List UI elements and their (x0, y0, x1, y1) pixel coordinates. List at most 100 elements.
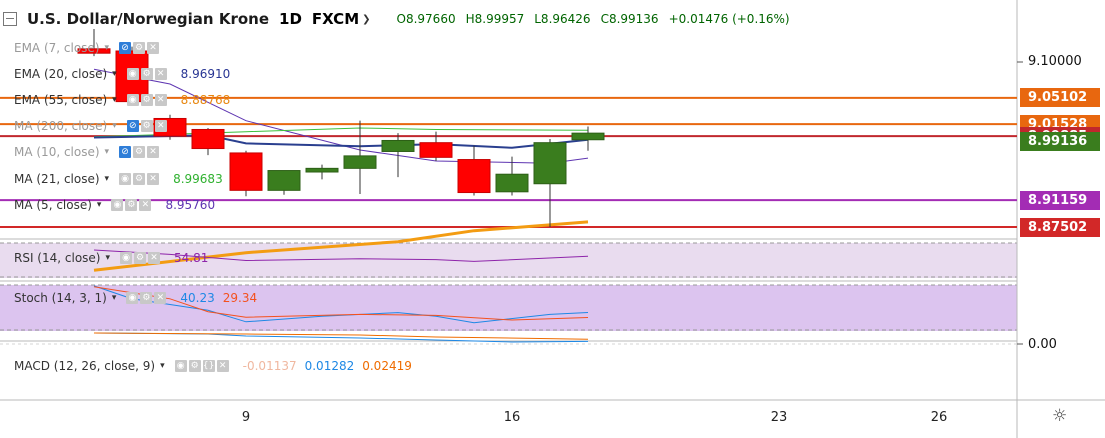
visibility-off-icon[interactable]: ⊘ (119, 42, 132, 54)
chevron-down-icon[interactable]: ▾ (112, 69, 117, 79)
close-icon[interactable]: ✕ (139, 199, 152, 211)
x-tick-label: 9 (241, 410, 251, 425)
brackets-icon[interactable]: {} (202, 360, 215, 372)
settings-icon[interactable]: ⚙ (133, 173, 146, 185)
macd-zero-label: 0.00 (1028, 337, 1057, 352)
legend-ema7[interactable]: EMA (7, close) ▾ ⊘ ⚙ ✕ (14, 39, 161, 57)
x-tick-label: 26 (930, 410, 948, 425)
chevron-down-icon[interactable]: ▾ (112, 121, 117, 131)
chevron-down-icon[interactable]: ▾ (105, 253, 111, 263)
candle (457, 145, 491, 196)
close-icon[interactable]: ✕ (147, 173, 160, 185)
candle (419, 131, 453, 162)
legend-stoch-label: Stoch (14, 3, 1) (14, 291, 107, 305)
legend-ma21-label: MA (21, close) (14, 172, 100, 186)
chevron-down-icon[interactable]: ▾ (111, 293, 117, 303)
settings-icon[interactable]: ⚙ (188, 360, 201, 372)
chart-header: U.S. Dollar/Norwegian Krone 1D FXCM ❯ O8… (0, 6, 790, 32)
stoch-d-line (93, 286, 589, 321)
ohlc-close: C8.99136 (600, 12, 659, 26)
chevron-down-icon[interactable]: ▾ (104, 43, 110, 53)
settings-icon[interactable]: ⚙ (133, 146, 146, 158)
settings-gear-icon[interactable]: ☼ (1052, 406, 1068, 426)
legend-rsi-label: RSI (14, close) (14, 251, 101, 265)
legend-macd-hist: -0.01137 (242, 359, 297, 373)
legend-ema55[interactable]: EMA (55, close) ▾ ◉ ⚙ ✕ 8.88768 (14, 91, 230, 109)
settings-icon[interactable]: ⚙ (140, 68, 153, 80)
legend-macd-label: MACD (12, 26, close, 9) (14, 359, 156, 373)
eye-icon[interactable]: ◉ (119, 173, 132, 185)
settings-icon[interactable]: ⚙ (140, 120, 153, 132)
eye-icon[interactable]: ◉ (126, 94, 139, 106)
legend-ma200-label: MA (200, close) (14, 119, 108, 133)
eye-icon[interactable]: ◉ (126, 68, 139, 80)
chevron-down-icon[interactable]: ▾ (112, 95, 117, 105)
chevron-down-icon[interactable]: ▾ (160, 361, 165, 371)
legend-macd-value: 0.01282 (304, 359, 355, 373)
eye-icon[interactable]: ◉ (126, 292, 139, 304)
chevron-down-icon[interactable]: ❯ (362, 13, 371, 25)
candle (343, 120, 377, 195)
settings-icon[interactable]: ⚙ (133, 42, 146, 54)
close-icon[interactable]: ✕ (148, 252, 161, 264)
price-label: 8.87502 (1020, 217, 1100, 237)
candle (533, 139, 567, 228)
candle (381, 133, 415, 178)
legend-stoch-k: 40.23 (180, 291, 215, 305)
close-icon[interactable]: ✕ (147, 146, 160, 158)
settings-icon[interactable]: ⚙ (125, 199, 138, 211)
legend-ma10-label: MA (10, close) (14, 145, 100, 159)
timeframe-label[interactable]: 1D (279, 10, 302, 28)
ohlc-open: O8.97660 (396, 12, 456, 26)
settings-icon[interactable]: ⚙ (134, 252, 147, 264)
x-tick-label: 23 (770, 410, 788, 425)
legend-macd-signal: 0.02419 (362, 359, 412, 373)
legend-ma21[interactable]: MA (21, close) ▾ ◉ ⚙ ✕ 8.99683 (14, 170, 223, 188)
close-icon[interactable]: ✕ (154, 120, 167, 132)
candle (191, 128, 225, 156)
rsi-line (93, 249, 589, 262)
price-label: 9.05102 (1020, 88, 1100, 108)
candle (305, 164, 339, 180)
ohlc-low: L8.96426 (534, 12, 591, 26)
source-label[interactable]: FXCM (311, 10, 360, 28)
legend-ema55-label: EMA (55, close) (14, 93, 108, 107)
visibility-off-icon[interactable]: ⊘ (126, 120, 139, 132)
candle (267, 170, 301, 195)
chevron-down-icon[interactable]: ▾ (104, 147, 110, 157)
legend-ma21-value: 8.99683 (173, 172, 223, 186)
macd-signal-line (93, 332, 589, 340)
legend-macd[interactable]: MACD (12, 26, close, 9) ▾ ◉ ⚙ {} ✕ -0.01… (14, 357, 412, 375)
legend-stoch[interactable]: Stoch (14, 3, 1) ▾ ◉ ⚙ ✕ 40.23 29.34 (14, 289, 257, 307)
price-label: 8.99136 (1020, 132, 1100, 152)
chevron-down-icon[interactable]: ▾ (96, 200, 102, 210)
legend-rsi[interactable]: RSI (14, close) ▾ ◉ ⚙ ✕ 54.81 (14, 249, 208, 267)
price-label: 8.91159 (1020, 190, 1100, 210)
eye-icon[interactable]: ◉ (120, 252, 133, 264)
close-icon[interactable]: ✕ (216, 360, 229, 372)
eye-icon[interactable]: ◉ (111, 199, 124, 211)
collapse-toggle-icon[interactable] (3, 12, 17, 26)
chevron-down-icon[interactable]: ▾ (104, 174, 110, 184)
legend-ema7-label: EMA (7, close) (14, 41, 100, 55)
candle (571, 126, 605, 151)
legend-ma10[interactable]: MA (10, close) ▾ ⊘ ⚙ ✕ (14, 143, 161, 161)
close-icon[interactable]: ✕ (154, 94, 167, 106)
close-icon[interactable]: ✕ (154, 292, 167, 304)
legend-ema20[interactable]: EMA (20, close) ▾ ◉ ⚙ ✕ 8.96910 (14, 65, 230, 83)
close-icon[interactable]: ✕ (147, 42, 160, 54)
ema55-line (93, 220, 589, 272)
settings-icon[interactable]: ⚙ (140, 292, 153, 304)
eye-icon[interactable]: ◉ (174, 360, 187, 372)
legend-stoch-d: 29.34 (222, 291, 258, 305)
legend-ma200[interactable]: MA (200, close) ▾ ⊘ ⚙ ✕ (14, 117, 169, 135)
legend-ema55-value: 8.88768 (180, 93, 231, 107)
settings-icon[interactable]: ⚙ (140, 94, 153, 106)
legend-ma5[interactable]: MA (5, close) ▾ ◉ ⚙ ✕ 8.95760 (14, 196, 215, 214)
ohlc-high: H8.99957 (465, 12, 525, 26)
visibility-off-icon[interactable]: ⊘ (119, 146, 132, 158)
legend-rsi-value: 54.81 (174, 251, 209, 265)
symbol-title[interactable]: U.S. Dollar/Norwegian Krone (27, 10, 270, 28)
close-icon[interactable]: ✕ (154, 68, 167, 80)
